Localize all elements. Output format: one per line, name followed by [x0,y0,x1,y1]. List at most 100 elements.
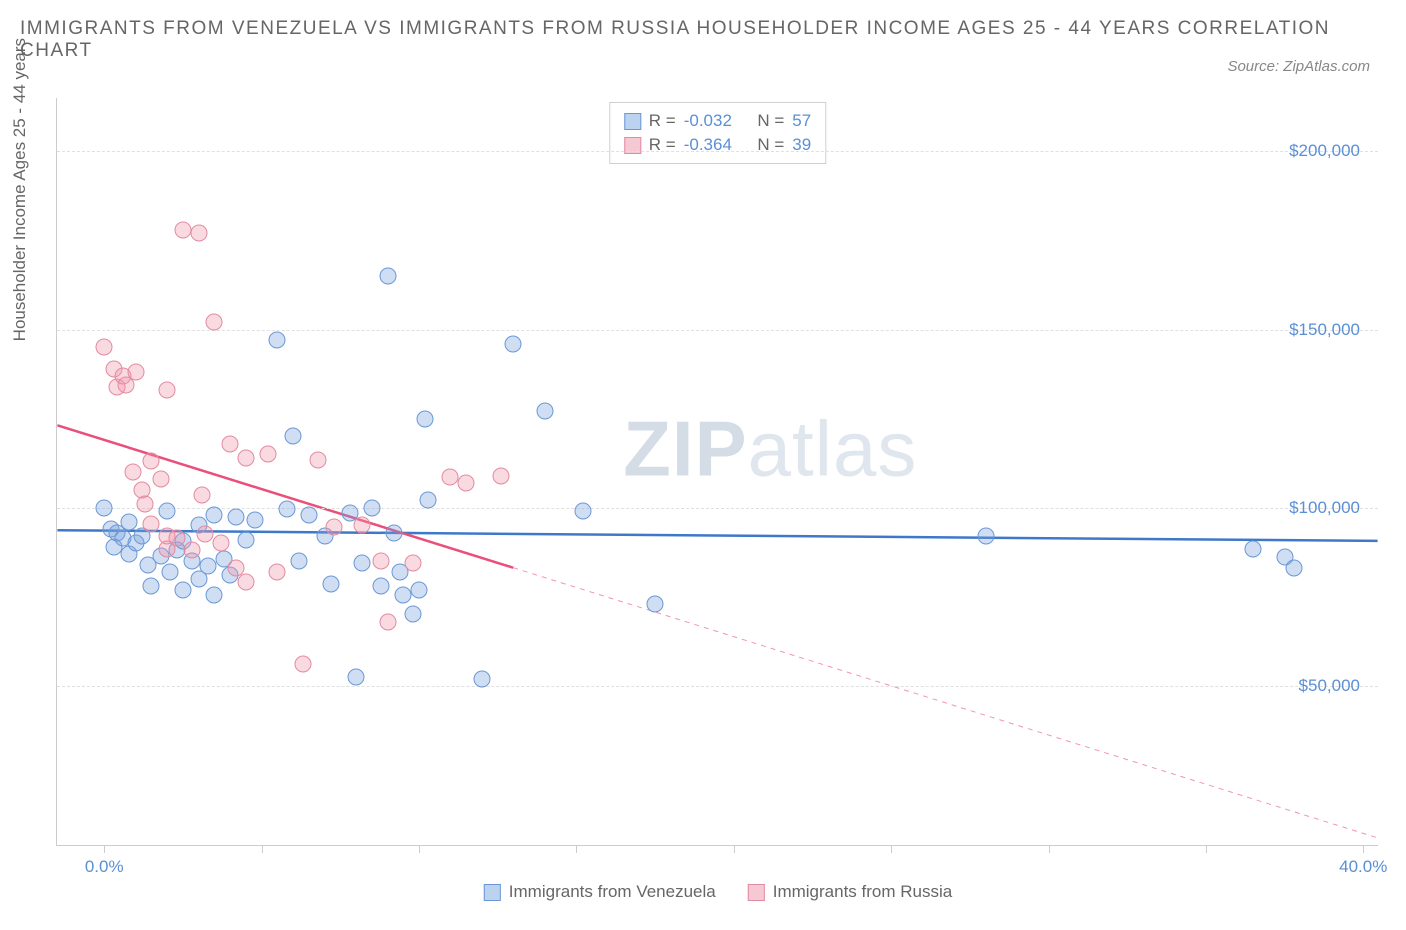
scatter-point [206,314,223,331]
trend-lines-layer [57,98,1378,845]
scatter-point [174,221,191,238]
scatter-point [206,586,223,603]
scatter-point [285,428,302,445]
x-tick [1049,845,1050,853]
scatter-point [373,577,390,594]
scatter-point [237,531,254,548]
watermark-rest: atlas [748,405,918,493]
scatter-point [1286,560,1303,577]
scatter-point [190,225,207,242]
x-tick [576,845,577,853]
scatter-point [121,513,138,530]
gridline [57,151,1378,152]
scatter-point [1245,540,1262,557]
bottom-legend: Immigrants from Venezuela Immigrants from… [484,882,952,902]
r-label: R = [649,109,676,133]
trend-line-dashed [513,568,1377,838]
scatter-point [196,526,213,543]
chart-title: IMMIGRANTS FROM VENEZUELA VS IMMIGRANTS … [0,0,1406,68]
scatter-point [379,268,396,285]
n-label: N = [757,109,784,133]
scatter-point [373,553,390,570]
stats-row: R = -0.032 N = 57 [624,109,811,133]
scatter-point [159,382,176,399]
gridline [57,686,1378,687]
scatter-point [159,503,176,520]
scatter-point [325,519,342,536]
scatter-point [200,558,217,575]
stats-legend-box: R = -0.032 N = 57R = -0.364 N = 39 [609,102,826,164]
y-tick-label: $100,000 [1289,498,1360,518]
scatter-point [206,506,223,523]
x-tick [734,845,735,853]
scatter-point [193,487,210,504]
scatter-point [410,581,427,598]
watermark: ZIPatlas [623,404,917,495]
scatter-point [124,464,141,481]
scatter-point [492,467,509,484]
gridline [57,330,1378,331]
series-swatch [624,113,641,130]
x-tick-label: 0.0% [85,857,124,877]
y-tick-label: $200,000 [1289,141,1360,161]
x-tick-label: 40.0% [1339,857,1387,877]
scatter-point [162,563,179,580]
scatter-point [300,506,317,523]
n-value: 57 [792,109,811,133]
scatter-point [354,517,371,534]
x-tick [262,845,263,853]
scatter-point [379,613,396,630]
scatter-point [363,499,380,516]
scatter-point [269,332,286,349]
n-label: N = [757,133,784,157]
y-tick-label: $150,000 [1289,320,1360,340]
scatter-point [237,574,254,591]
scatter-point [473,670,490,687]
r-value: -0.364 [684,133,732,157]
scatter-point [977,528,994,545]
scatter-point [168,529,185,546]
scatter-point [222,435,239,452]
scatter-point [127,364,144,381]
y-tick-label: $50,000 [1299,676,1360,696]
x-tick [891,845,892,853]
x-tick [419,845,420,853]
scatter-point [152,471,169,488]
scatter-point [505,335,522,352]
scatter-point [574,503,591,520]
scatter-point [536,403,553,420]
scatter-point [404,606,421,623]
legend-label: Immigrants from Venezuela [509,882,716,902]
scatter-point [348,668,365,685]
x-tick [1206,845,1207,853]
chart-container: Householder Income Ages 25 - 44 years ZI… [48,98,1388,868]
scatter-point [247,512,264,529]
scatter-point [174,581,191,598]
r-value: -0.032 [684,109,732,133]
scatter-point [294,656,311,673]
legend-label: Immigrants from Russia [773,882,952,902]
scatter-point [143,577,160,594]
legend-item: Immigrants from Venezuela [484,882,716,902]
scatter-point [143,453,160,470]
legend-item: Immigrants from Russia [748,882,952,902]
scatter-point [137,496,154,513]
scatter-point [310,451,327,468]
scatter-point [385,524,402,541]
x-tick [1363,845,1364,853]
scatter-point [278,501,295,518]
scatter-point [143,515,160,532]
scatter-point [212,535,229,552]
scatter-point [259,446,276,463]
scatter-point [647,595,664,612]
source-attribution: Source: ZipAtlas.com [1227,58,1370,75]
scatter-point [269,563,286,580]
n-value: 39 [792,133,811,157]
legend-swatch [748,884,765,901]
scatter-point [291,553,308,570]
gridline [57,508,1378,509]
scatter-point [404,554,421,571]
scatter-point [96,499,113,516]
legend-swatch [484,884,501,901]
x-tick [104,845,105,853]
